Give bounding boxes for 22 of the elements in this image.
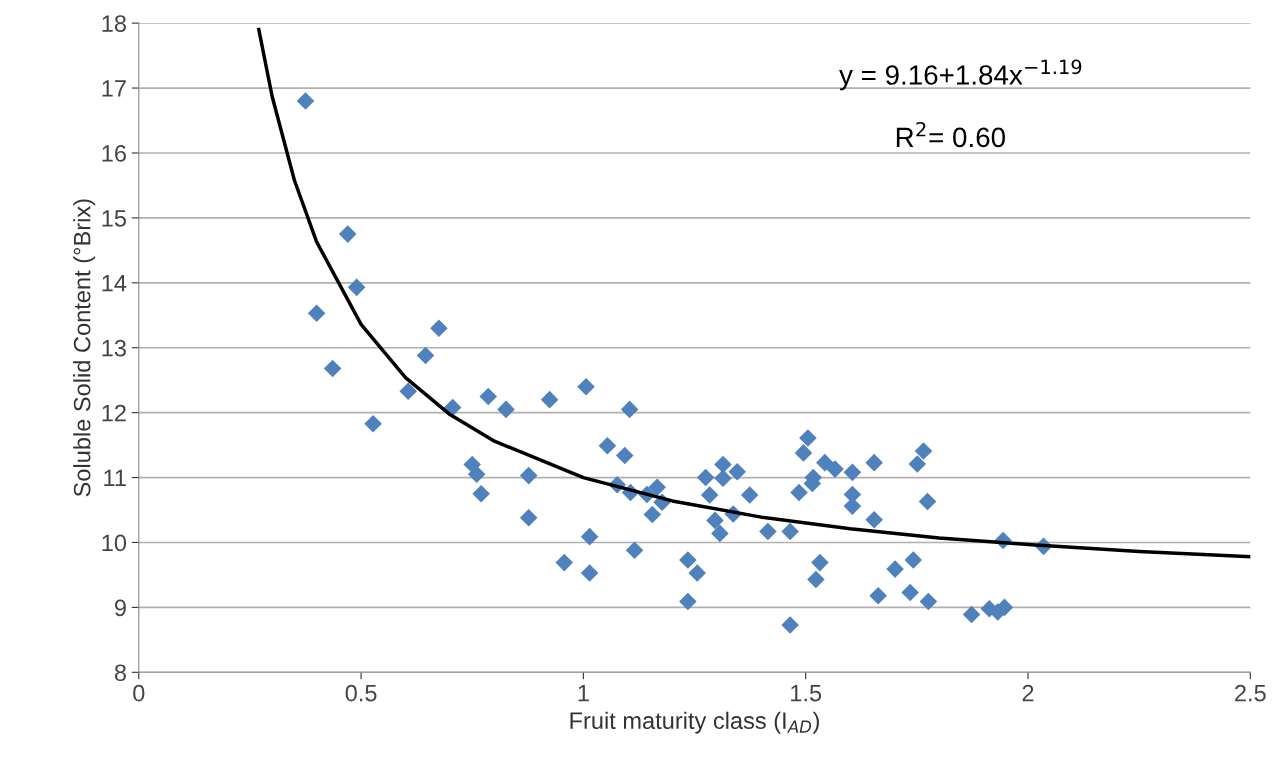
annotation: R$^{2}$= 0.60	[896, 121, 1005, 148]
y-tick-label: 18	[102, 15, 126, 32]
x-axis-title: Fruit maturity class (I$_{AD}$)	[570, 711, 819, 734]
y-axis-title: Soluble Solid Content (°Brix)	[73, 199, 96, 497]
x-tick-label: 2	[1022, 684, 1034, 702]
x-tick-label: 0.5	[345, 684, 377, 702]
x-tick-label: 2.5	[1235, 684, 1266, 702]
y-tick-label: 11	[104, 469, 126, 487]
x-tick-label: 0	[133, 684, 145, 702]
y-tick-label: 9	[114, 599, 126, 617]
x-tick-label: 1.5	[791, 684, 822, 702]
y-tick-label: 13	[102, 339, 126, 357]
y-tick-label: 12	[102, 404, 126, 422]
y-tick-label: 16	[102, 145, 126, 162]
y-tick-label: 17	[102, 80, 126, 97]
y-tick-label: 15	[102, 210, 126, 227]
x-tick-label: 1	[578, 684, 589, 702]
line-series	[257, 27, 1251, 559]
y-tick-label: 14	[102, 275, 127, 292]
y-tick-label: 10	[102, 534, 127, 552]
annotation: y = 9.16+1.84x$^{−1.19}$	[839, 59, 1082, 91]
y-tick-label: 8	[114, 664, 126, 682]
